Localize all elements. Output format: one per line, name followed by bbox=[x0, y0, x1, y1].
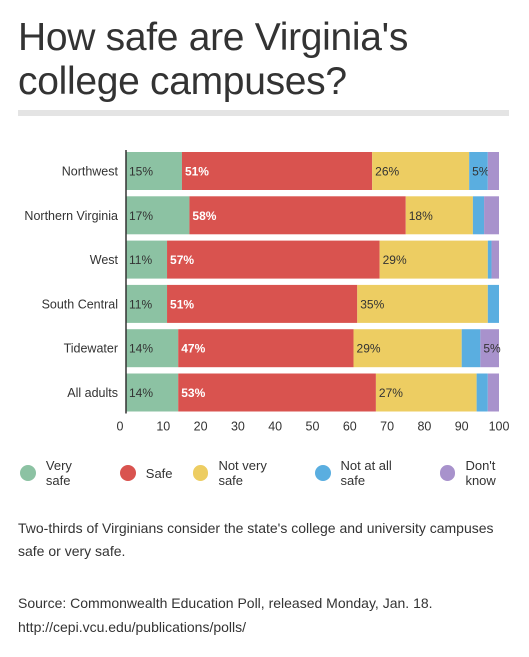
category-label: South Central bbox=[42, 297, 118, 311]
data-label: 5% bbox=[472, 165, 490, 179]
bar-segment bbox=[379, 240, 488, 279]
x-tick-label: 20 bbox=[194, 420, 208, 434]
data-label: 14% bbox=[129, 386, 153, 400]
bar-segment bbox=[487, 240, 492, 279]
legend-item: Not at all safe bbox=[314, 458, 420, 488]
x-tick-label: 40 bbox=[268, 420, 282, 434]
data-label: 26% bbox=[375, 165, 399, 179]
bar-segment bbox=[189, 196, 406, 235]
legend-label: Very safe bbox=[45, 458, 72, 488]
bar-segment bbox=[375, 373, 477, 412]
legend-label: Not at all safe bbox=[340, 458, 392, 488]
x-tick-label: 0 bbox=[117, 420, 124, 434]
x-tick-label: 70 bbox=[380, 420, 394, 434]
bar-segment bbox=[126, 284, 168, 323]
category-label: Northwest bbox=[62, 165, 119, 179]
legend-label: Don't know bbox=[465, 458, 496, 488]
category-label: West bbox=[90, 253, 119, 267]
bar-segment bbox=[357, 284, 488, 323]
category-label: Tidewater bbox=[64, 342, 118, 356]
bar-segment bbox=[178, 373, 376, 412]
x-tick-label: 90 bbox=[455, 420, 469, 434]
data-label: 51% bbox=[170, 297, 194, 311]
source-url[interactable]: http://cepi.vcu.edu/publications/polls/ bbox=[18, 619, 247, 635]
data-label: 18% bbox=[409, 209, 433, 223]
legend-item: Very safe bbox=[20, 458, 100, 488]
data-label: 17% bbox=[129, 209, 153, 223]
category-label: All adults bbox=[67, 386, 118, 400]
bar-segment bbox=[491, 240, 499, 279]
x-tick-label: 50 bbox=[306, 420, 320, 434]
data-label: 5% bbox=[483, 342, 501, 356]
data-label: 57% bbox=[170, 253, 194, 267]
x-tick-label: 10 bbox=[156, 420, 170, 434]
x-tick-label: 100 bbox=[489, 420, 510, 434]
legend-swatch bbox=[192, 465, 209, 481]
data-label: 29% bbox=[383, 253, 407, 267]
bar-segment bbox=[372, 152, 470, 190]
source-credit: Source: Commonwealth Education Poll, rel… bbox=[18, 591, 513, 639]
bar-segment bbox=[461, 329, 481, 368]
bar-segment bbox=[484, 196, 499, 235]
legend-item: Not very safe bbox=[192, 458, 295, 488]
bar-segment bbox=[405, 196, 473, 235]
stacked-bar-chart: Northwest 15% 51% 26% 5% Northern Virginia 17%… bbox=[24, 150, 510, 434]
x-tick-label: 80 bbox=[417, 420, 431, 434]
chart-legend: Very safe Safe Not very safe Not at all saf… bbox=[20, 458, 529, 488]
chart-title: How safe are Virginia's college campuses… bbox=[18, 16, 409, 103]
data-label: 47% bbox=[181, 342, 205, 356]
bar-segment bbox=[126, 240, 168, 279]
chart-note: Two-thirds of Virginians consider the st… bbox=[18, 520, 494, 559]
x-tick-label: 60 bbox=[343, 420, 357, 434]
bar-segment bbox=[126, 373, 179, 412]
data-label: 29% bbox=[357, 342, 381, 356]
bar-segment bbox=[480, 329, 499, 368]
bar-segment bbox=[167, 284, 358, 323]
legend-swatch bbox=[439, 465, 456, 481]
legend-swatch bbox=[20, 465, 36, 481]
data-label: 27% bbox=[379, 386, 403, 400]
data-label: 35% bbox=[360, 297, 384, 311]
bar-segment bbox=[167, 240, 380, 279]
data-label: 11% bbox=[129, 253, 152, 267]
x-tick-label: 30 bbox=[231, 420, 245, 434]
data-label: 14% bbox=[129, 342, 153, 356]
data-label: 58% bbox=[192, 209, 216, 223]
bar-segment bbox=[487, 152, 499, 190]
legend-label: Safe bbox=[145, 465, 173, 481]
bar-segment bbox=[178, 329, 354, 368]
legend-item: Safe bbox=[119, 465, 173, 481]
title-divider bbox=[18, 110, 509, 116]
bar-segment bbox=[476, 373, 488, 412]
bar-segment bbox=[472, 196, 485, 235]
category-label: Northern Virginia bbox=[24, 209, 118, 223]
data-label: 53% bbox=[181, 386, 205, 400]
bar-segment bbox=[126, 152, 182, 190]
legend-swatch bbox=[314, 465, 331, 481]
bar-segment bbox=[487, 373, 499, 412]
bar-segment bbox=[469, 152, 488, 190]
data-label: 15% bbox=[129, 165, 153, 179]
data-label: 11% bbox=[129, 297, 152, 311]
data-label: 51% bbox=[185, 165, 209, 179]
bar-segment bbox=[126, 196, 190, 235]
source-text: Source: Commonwealth Education Poll, rel… bbox=[18, 595, 433, 611]
bar-segment bbox=[126, 329, 179, 368]
legend-label: Not very safe bbox=[218, 458, 267, 488]
bar-segment bbox=[353, 329, 462, 368]
legend-swatch bbox=[119, 465, 136, 481]
bar-segment bbox=[181, 152, 373, 190]
legend-item: Don't know bbox=[439, 458, 529, 488]
bar-segment bbox=[487, 284, 499, 323]
